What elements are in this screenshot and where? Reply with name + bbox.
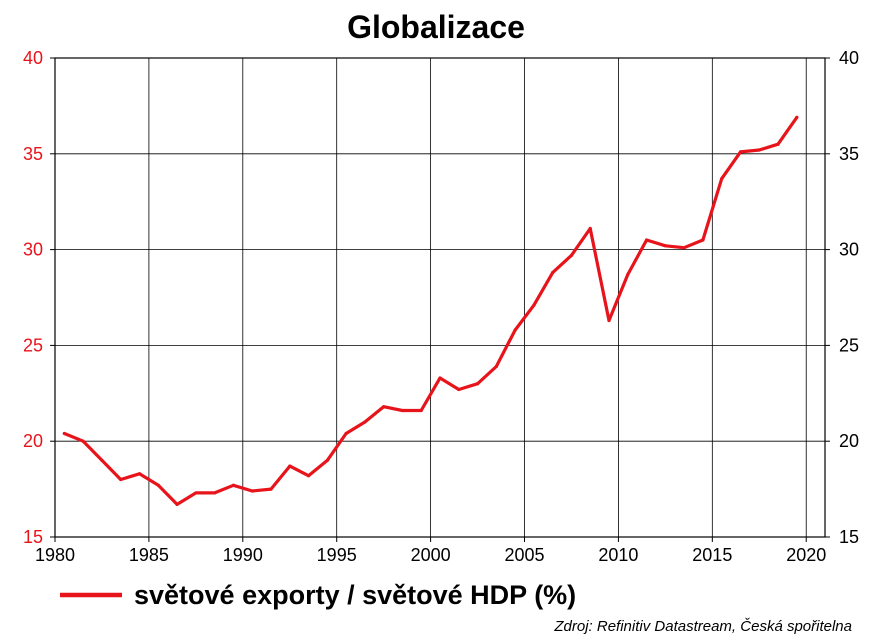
data-point: [663, 244, 667, 248]
data-point: [400, 408, 405, 413]
x-tick-label: 2000: [411, 545, 451, 565]
data-point: [363, 420, 367, 424]
data-point: [738, 150, 743, 154]
left-tick-label: 25: [23, 335, 43, 355]
data-point: [494, 364, 498, 369]
data-point: [682, 246, 686, 250]
data-point: [551, 270, 555, 275]
data-point: [250, 489, 254, 493]
source-note: Zdroj: Refinitiv Datastream, Česká spoři…: [553, 618, 852, 635]
grid: [55, 58, 825, 537]
x-axis: 1980 1985 1990 1995 2000 2005 2010 2015 2020: [35, 537, 826, 565]
x-tick-label: 2005: [504, 545, 544, 565]
data-point: [607, 318, 611, 323]
data-point: [137, 472, 142, 476]
data-point: [382, 405, 386, 409]
data-point: [231, 483, 236, 487]
right-tick-label: 20: [839, 431, 859, 451]
chart-title: Globalizace: [347, 9, 525, 45]
data-point: [213, 491, 217, 495]
data-point: [569, 253, 574, 257]
data-point: [532, 303, 536, 307]
right-tick-label: 25: [839, 335, 859, 355]
x-tick-label: 1990: [223, 545, 263, 565]
data-point: [100, 458, 104, 462]
data-point: [795, 115, 799, 119]
data-point: [776, 142, 780, 146]
data-point: [419, 408, 423, 413]
right-axis: 15 20 25 30 35 40: [825, 48, 859, 547]
data-point: [288, 464, 292, 468]
x-tick-label: 1980: [35, 545, 75, 565]
x-tick-label: 1985: [129, 545, 169, 565]
data-point: [344, 431, 348, 436]
right-tick-label: 40: [839, 48, 859, 68]
right-tick-label: 15: [839, 527, 859, 547]
plot-frame: [54, 57, 826, 538]
left-axis: 15 20 25 30 35 40: [23, 48, 55, 547]
data-point: [156, 483, 160, 487]
data-point: [438, 376, 442, 380]
data-point: [720, 177, 724, 181]
left-tick-label: 35: [23, 144, 43, 164]
left-tick-label: 40: [23, 48, 43, 68]
data-point: [701, 238, 705, 242]
data-point: [269, 487, 273, 491]
data-point: [757, 148, 761, 152]
data-point: [513, 328, 517, 332]
series-line-world-exports-gdp: [62, 115, 799, 506]
data-point: [306, 474, 311, 478]
legend: světové exporty / světové HDP (%): [60, 580, 576, 610]
data-point: [325, 458, 329, 462]
left-tick-label: 15: [23, 527, 43, 547]
data-point: [475, 382, 480, 386]
data-point: [194, 491, 198, 495]
left-tick-label: 20: [23, 431, 43, 451]
x-tick-label: 2015: [692, 545, 732, 565]
data-point: [644, 238, 649, 242]
right-tick-label: 30: [839, 240, 859, 260]
right-tick-label: 35: [839, 144, 859, 164]
data-point: [119, 477, 123, 482]
data-point: [175, 502, 179, 507]
data-point: [588, 226, 592, 231]
data-point: [81, 439, 85, 443]
x-tick-label: 2020: [786, 545, 826, 565]
series-points: [62, 115, 799, 507]
data-point: [626, 272, 630, 277]
left-tick-label: 30: [23, 240, 43, 260]
data-point: [457, 387, 461, 392]
legend-label: světové exporty / světové HDP (%): [134, 580, 576, 610]
x-tick-label: 1995: [317, 545, 357, 565]
data-point: [62, 431, 66, 436]
x-tick-label: 2010: [598, 545, 638, 565]
